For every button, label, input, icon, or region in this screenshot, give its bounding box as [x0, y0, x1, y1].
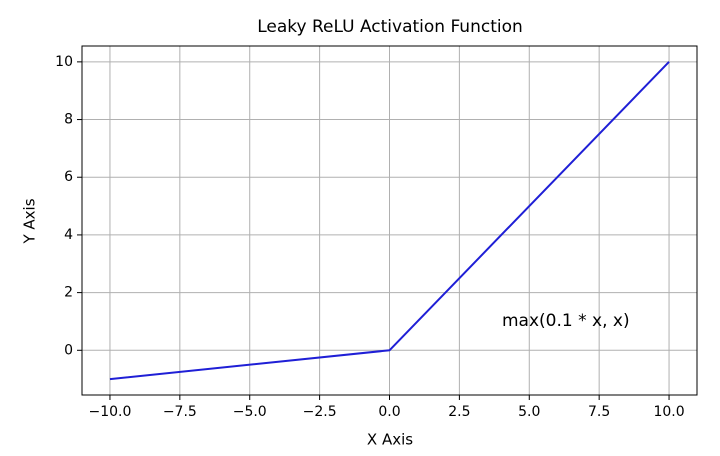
y-tick-label: 0 [64, 342, 73, 358]
annotation: max(0.1 * x, x) [502, 311, 630, 331]
x-tick-label: 5.0 [518, 404, 540, 420]
x-axis-label: X Axis [367, 431, 413, 449]
chart-title: Leaky ReLU Activation Function [257, 17, 523, 37]
x-tick-label: 2.5 [448, 404, 470, 420]
x-tick-label: −7.5 [163, 404, 197, 420]
x-tick-label: −2.5 [303, 404, 337, 420]
y-tick-label: 8 [64, 112, 73, 128]
plot-frame [81, 45, 698, 396]
x-tick-label: 10.0 [653, 404, 684, 420]
x-tick-label: 0.0 [378, 404, 400, 420]
data-line [109, 61, 670, 381]
x-tick-label: −10.0 [89, 404, 132, 420]
x-tick-label: −5.0 [233, 404, 267, 420]
x-tick-label: 7.5 [588, 404, 610, 420]
y-tick-label: 2 [64, 285, 73, 301]
y-tick-label: 10 [55, 54, 73, 70]
y-tick-label: 6 [64, 169, 73, 185]
y-axis-label: Y Axis [21, 198, 39, 244]
y-tick-label: 4 [64, 227, 73, 243]
